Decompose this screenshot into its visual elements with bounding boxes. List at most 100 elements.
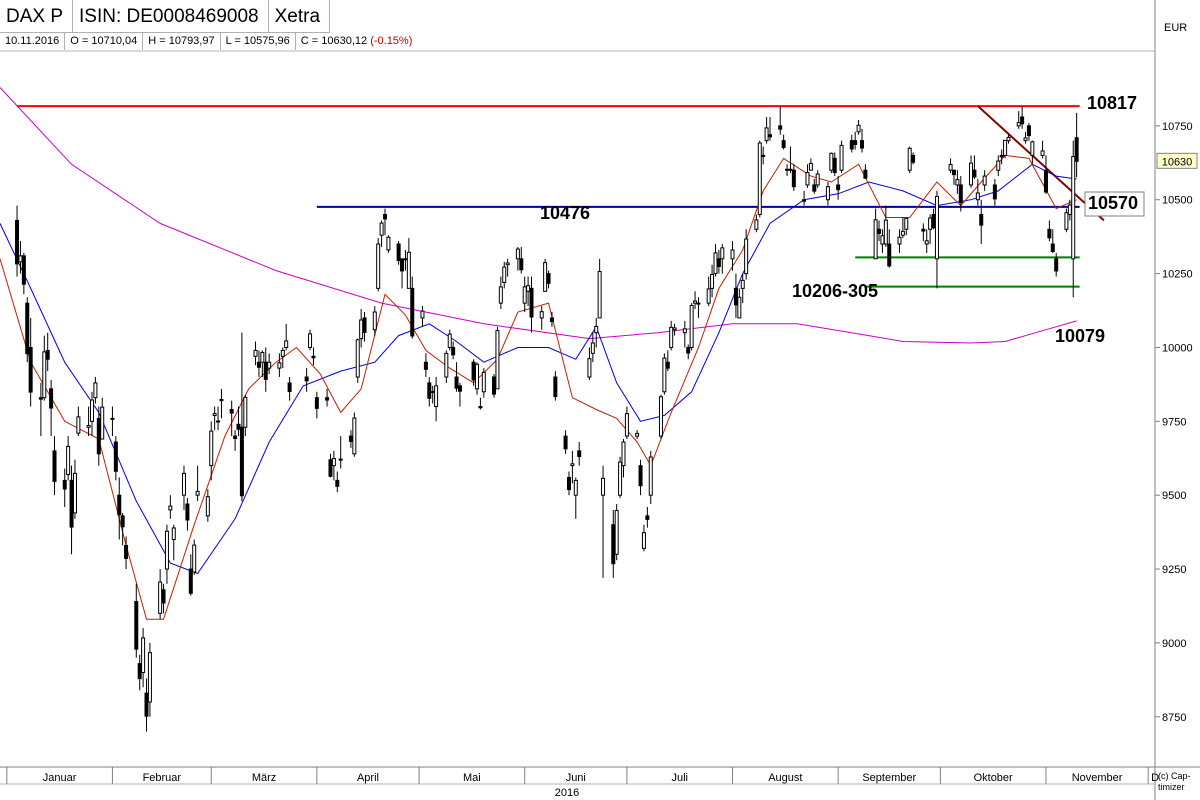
candle-body — [168, 505, 173, 511]
candle-body — [931, 214, 936, 229]
candle-body — [444, 352, 449, 378]
candle-body — [546, 273, 551, 284]
candle-body — [713, 252, 718, 275]
candle-body — [1016, 122, 1021, 127]
candle — [730, 241, 735, 271]
candle-body — [982, 175, 987, 186]
candle-body — [951, 169, 956, 176]
candle-body — [253, 349, 258, 357]
candle-body — [883, 219, 888, 245]
candle-body — [635, 432, 640, 437]
candle-body — [96, 417, 101, 455]
candle-body — [761, 154, 766, 157]
candle — [406, 238, 411, 289]
candle — [1026, 122, 1031, 141]
candle — [93, 377, 98, 404]
candle — [1040, 140, 1045, 159]
y-tick-label: 9500 — [1162, 490, 1186, 502]
candle — [999, 149, 1004, 165]
candle — [900, 217, 905, 239]
candle-body — [921, 228, 926, 232]
candle — [805, 164, 810, 188]
y-tick-label: 9000 — [1162, 638, 1186, 650]
exchange-label: Xetra — [269, 0, 331, 32]
moving-average-line-2 — [0, 163, 1077, 575]
candle — [256, 350, 261, 377]
candle — [267, 353, 272, 375]
candle — [764, 117, 769, 144]
candle-body — [311, 355, 316, 359]
candle — [498, 276, 503, 310]
candle-body — [42, 351, 47, 399]
candle-body — [280, 349, 285, 357]
candle — [205, 489, 210, 522]
candle — [904, 217, 909, 236]
candle — [239, 332, 244, 502]
candle-body — [802, 199, 807, 202]
candle-body — [873, 219, 878, 260]
month-label: Oktober — [974, 772, 1013, 784]
candle-body — [400, 258, 405, 272]
candle — [28, 317, 33, 407]
candle-body — [808, 162, 813, 171]
candle-body — [856, 124, 861, 133]
candle-body — [573, 479, 578, 496]
title-bar: DAX P ISIN: DE0008469008 Xetra — [0, 0, 331, 33]
candle — [849, 134, 854, 153]
quote-close-value: C = 10630,12 — [300, 35, 368, 47]
candle — [778, 106, 783, 135]
candle-body — [672, 327, 677, 331]
candle-body — [434, 385, 439, 408]
candle-body — [849, 140, 854, 150]
candle-body — [314, 397, 319, 409]
candle — [137, 654, 142, 691]
candle — [928, 214, 933, 245]
month-label: Juni — [566, 772, 586, 784]
annotation-label: 10570 — [1088, 193, 1138, 213]
candle-body — [1020, 116, 1025, 125]
candle-body — [863, 169, 868, 179]
candle-body — [233, 435, 238, 439]
candle-body — [1067, 204, 1072, 216]
candle — [887, 229, 892, 268]
candle-body — [205, 496, 210, 517]
candle — [134, 583, 139, 658]
candle-body — [21, 255, 26, 285]
candle — [958, 176, 963, 212]
candle-body — [72, 472, 77, 514]
candle-body — [812, 184, 817, 192]
candle-body — [686, 346, 691, 354]
candle-body — [492, 376, 497, 395]
candle-body — [662, 357, 667, 393]
candle — [737, 288, 742, 319]
y-tick-label: 9750 — [1162, 416, 1186, 428]
candle-body — [839, 144, 844, 171]
candle-body — [969, 162, 974, 186]
candle-body — [682, 328, 687, 334]
candle — [219, 388, 224, 419]
candle-body — [624, 413, 629, 437]
quote-high: H = 10793,97 — [143, 33, 221, 50]
candle-body — [768, 134, 772, 138]
candle — [611, 509, 616, 578]
candle — [1016, 111, 1021, 129]
candle-body — [825, 186, 830, 201]
candle — [478, 397, 483, 410]
candle-body — [188, 568, 193, 594]
candle-body — [372, 311, 377, 331]
candle-body — [972, 169, 977, 178]
candle — [110, 406, 115, 437]
candle — [181, 465, 186, 510]
candle-body — [958, 184, 963, 204]
candle-body — [1023, 137, 1028, 142]
candle-body — [376, 243, 381, 289]
candle — [522, 276, 527, 312]
candle-body — [999, 154, 1004, 158]
candle-body — [1043, 169, 1048, 193]
candle-body — [911, 154, 916, 163]
candle-body — [934, 195, 939, 260]
candle — [515, 247, 520, 271]
month-label: Mai — [463, 772, 481, 784]
candle-body — [648, 456, 653, 496]
candle — [1023, 131, 1028, 144]
